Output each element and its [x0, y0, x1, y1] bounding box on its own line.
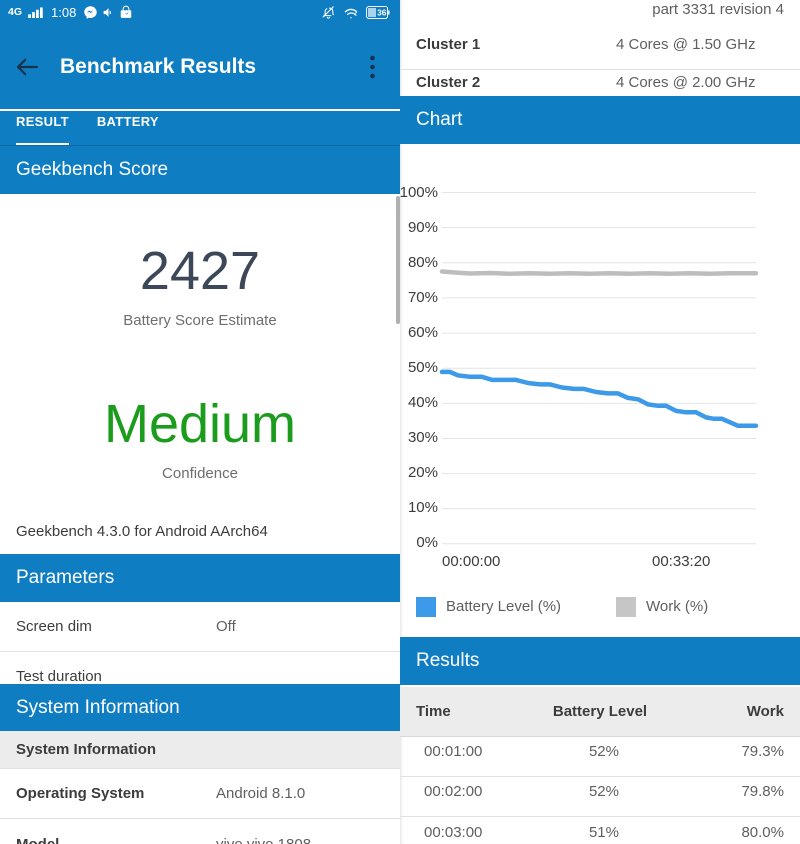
svg-text:70%: 70%: [408, 289, 438, 306]
svg-text:90%: 90%: [408, 219, 438, 236]
svg-text:100%: 100%: [400, 184, 438, 201]
svg-text:50%: 50%: [408, 359, 438, 376]
svg-text:30%: 30%: [408, 429, 438, 446]
svg-text:0%: 0%: [416, 534, 438, 551]
svg-text:40%: 40%: [408, 394, 438, 411]
svg-text:00:33:20: 00:33:20: [652, 553, 710, 570]
svg-text:80%: 80%: [408, 254, 438, 271]
svg-text:10%: 10%: [408, 499, 438, 516]
svg-text:20%: 20%: [408, 464, 438, 481]
svg-text:60%: 60%: [408, 324, 438, 341]
svg-text:36: 36: [377, 7, 387, 17]
svg-text:00:00:00: 00:00:00: [442, 553, 500, 570]
